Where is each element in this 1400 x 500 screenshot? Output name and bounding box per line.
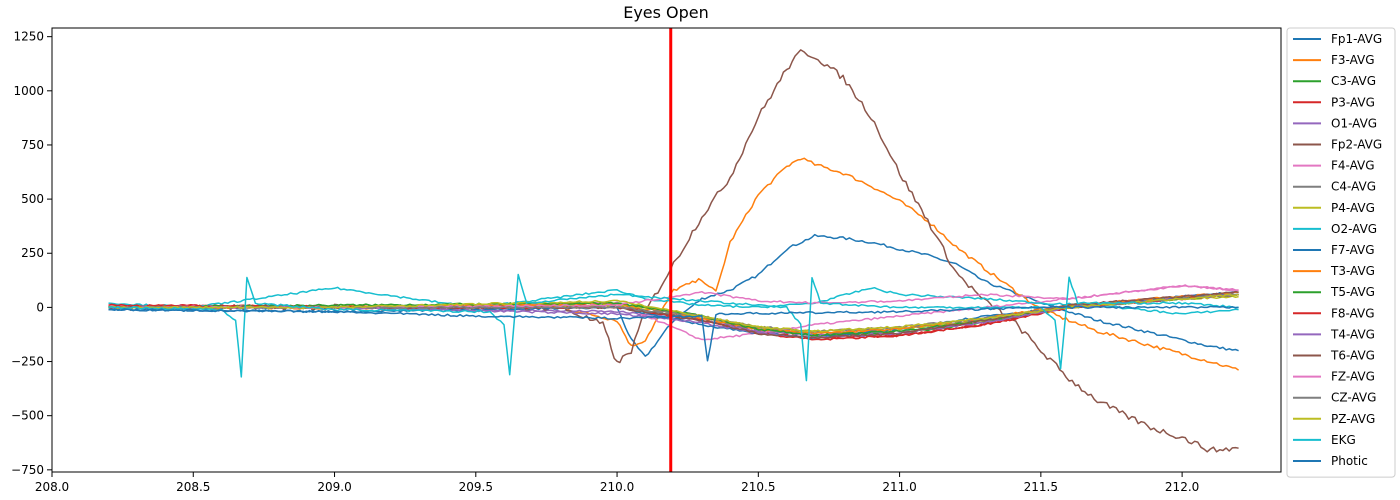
legend-entry: O2-AVG: [1331, 222, 1377, 236]
y-tick-label: 250: [21, 246, 44, 260]
legend-entry: F3-AVG: [1331, 53, 1375, 67]
y-tick-label: 0: [36, 300, 44, 314]
series-line-fz-avg: [108, 284, 1239, 310]
plot-frame: [51, 27, 1282, 473]
y-tick-label: −250: [11, 355, 44, 369]
legend-entry: F4-AVG: [1331, 159, 1375, 173]
legend-entry: T5-AVG: [1330, 285, 1375, 299]
x-tick-label: 209.0: [317, 480, 351, 494]
y-tick-label: 750: [21, 138, 44, 152]
y-tick-label: −750: [11, 463, 44, 477]
chart-title: Eyes Open: [623, 3, 709, 22]
y-tick-label: 500: [21, 192, 44, 206]
x-tick-label: 210.0: [600, 480, 634, 494]
x-tick-label: 209.5: [459, 480, 493, 494]
legend-entry: P3-AVG: [1331, 95, 1375, 109]
x-tick-label: 211.5: [1024, 480, 1058, 494]
y-axis: −750 −500 −250 0 250 500 750 1000 1250: [11, 30, 52, 477]
plot-area: [52, 28, 1281, 472]
x-tick-label: 208.0: [35, 480, 69, 494]
legend-entry: T4-AVG: [1330, 327, 1375, 341]
legend-entry: C4-AVG: [1331, 180, 1376, 194]
legend-entry: T6-AVG: [1330, 349, 1375, 363]
legend-entry: CZ-AVG: [1331, 391, 1376, 405]
x-tick-label: 212.0: [1165, 480, 1199, 494]
legend-box: [1286, 27, 1396, 478]
y-tick-label: 1250: [13, 30, 44, 44]
x-tick-label: 208.5: [176, 480, 210, 494]
series-line-o2-avg: [108, 286, 1239, 315]
legend-entry: C3-AVG: [1331, 74, 1376, 88]
legend-entry: EKG: [1331, 433, 1356, 447]
legend-entry: FZ-AVG: [1331, 370, 1375, 384]
y-tick-label: 1000: [13, 84, 44, 98]
legend: Fp1-AVG F3-AVG C3-AVG P3-AVG O1-AVG Fp2-AVG F4…: [1286, 27, 1396, 478]
x-axis: 208.0 208.5 209.0 209.5 210.0 210.5 211.0 211.5…: [35, 472, 1199, 494]
legend-entry: F7-AVG: [1331, 243, 1375, 257]
legend-entry: F8-AVG: [1331, 306, 1375, 320]
legend-entry: O1-AVG: [1331, 116, 1377, 130]
legend-entry: Fp1-AVG: [1331, 32, 1382, 46]
x-tick-label: 211.0: [882, 480, 916, 494]
legend-entry: P4-AVG: [1331, 201, 1375, 215]
y-tick-label: −500: [11, 409, 44, 423]
legend-entry: Photic: [1331, 454, 1368, 468]
legend-entry: T3-AVG: [1330, 264, 1375, 278]
series-line-ekg: [108, 273, 1239, 382]
x-tick-label: 210.5: [741, 480, 775, 494]
series-line-photic: [108, 305, 1239, 362]
legend-entry: PZ-AVG: [1331, 412, 1375, 426]
series-layer: [108, 49, 1240, 453]
legend-entry: Fp2-AVG: [1331, 138, 1382, 152]
